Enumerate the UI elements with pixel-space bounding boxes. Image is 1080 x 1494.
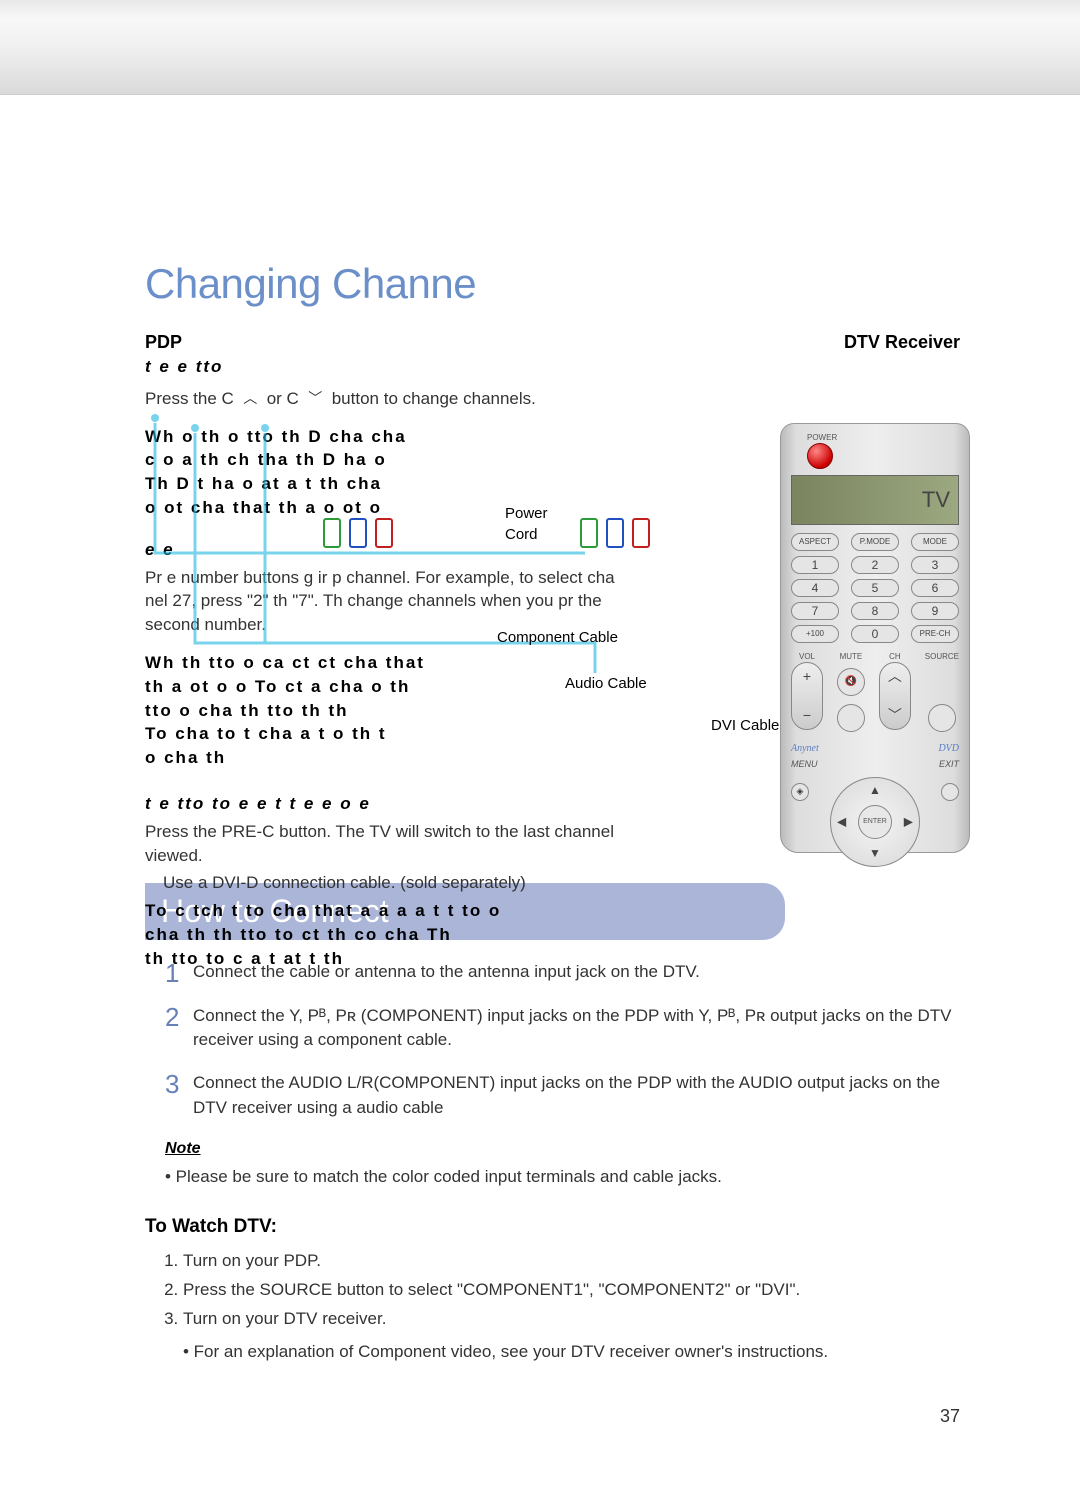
- overlay-area: Press the C ︿ or C ﹀ button to change ch…: [145, 383, 960, 883]
- vol-ch-row: VOL +− MUTE 🔇 CH ︿﹀ SOURCE: [791, 651, 959, 732]
- num-plus100[interactable]: +100: [791, 625, 839, 643]
- pre-ch-button[interactable]: PRE-CH: [911, 625, 959, 643]
- aspect-button[interactable]: ASPECT: [791, 533, 839, 551]
- dvd-label: DVD: [938, 742, 959, 756]
- dtv-receiver-label: DTV Receiver: [844, 330, 960, 379]
- step-text-3: Connect the AUDIO L/R(COMPONENT) input j…: [193, 1071, 960, 1120]
- label-dvi-cable: DVI Cable: [711, 715, 779, 736]
- step-num-3: 3: [165, 1071, 193, 1120]
- pdp-label: PDP: [145, 332, 182, 352]
- watch-step-1: Turn on your PDP.: [183, 1249, 960, 1273]
- jack-red-2: [632, 518, 650, 548]
- ch-label: CH: [879, 651, 911, 662]
- watch-step-2: Press the SOURCE button to select "COMPO…: [183, 1278, 960, 1302]
- page-number: 37: [145, 1404, 960, 1429]
- volume-rocker[interactable]: +−: [791, 662, 823, 730]
- watch-note: • For an explanation of Component video,…: [183, 1340, 960, 1364]
- anynet-row: Anynet DVD: [791, 742, 959, 756]
- num-2[interactable]: 2: [851, 556, 899, 574]
- note-heading: Note: [165, 1138, 960, 1160]
- label-power-cord: Power Cord: [505, 503, 548, 545]
- step-text-2: Connect the Y, Pᴮ, Pʀ (COMPONENT) input …: [193, 1004, 960, 1053]
- pdp-dtv-row: PDP t e e tto DTV Receiver: [145, 330, 960, 379]
- note-bullet: • Please be sure to match the color code…: [165, 1165, 960, 1189]
- para-3b: Use a DVI-D connection cable. (sold sepa…: [163, 871, 620, 895]
- num-6[interactable]: 6: [911, 579, 959, 597]
- menu-label: MENU: [791, 758, 818, 771]
- page-title: Changing Channe: [145, 255, 960, 314]
- power-label: POWER: [807, 432, 959, 443]
- vol-label: VOL: [791, 651, 823, 662]
- watch-step-3: Turn on your DTV receiver.: [183, 1307, 960, 1331]
- connect-steps: 1 Connect the cable or antenna to the an…: [165, 960, 960, 1121]
- label-component-cable: Component Cable: [497, 627, 618, 648]
- jack-blue-2: [606, 518, 624, 548]
- exit-button[interactable]: [941, 783, 959, 801]
- num-3[interactable]: 3: [911, 556, 959, 574]
- source-button[interactable]: [928, 704, 956, 732]
- remote-body: POWER TV ASPECT P.MODE MODE 123 456 789 …: [780, 423, 970, 853]
- jack-green-2: [580, 518, 598, 548]
- num-4[interactable]: 4: [791, 579, 839, 597]
- menu-button[interactable]: ◈: [791, 783, 809, 801]
- label-audio-cable: Audio Cable: [565, 673, 647, 694]
- anynet-label: Anynet: [791, 742, 819, 756]
- mode-row: ASPECT P.MODE MODE: [791, 533, 959, 551]
- remote-screen: TV: [791, 475, 959, 525]
- source-button-alt[interactable]: [837, 704, 865, 732]
- exit-label: EXIT: [939, 758, 959, 771]
- to-watch-list: Turn on your PDP. Press the SOURCE butto…: [183, 1249, 960, 1330]
- enter-button[interactable]: ENTER: [858, 805, 892, 839]
- step-num-2: 2: [165, 1004, 193, 1053]
- remote-control: POWER TV ASPECT P.MODE MODE 123 456 789 …: [780, 423, 970, 853]
- dpad-ring[interactable]: ▲ ▼ ◀ ▶ ENTER: [830, 777, 920, 867]
- mute-label: MUTE: [840, 651, 863, 662]
- num-7[interactable]: 7: [791, 602, 839, 620]
- sub-italic-1: t e e tto: [145, 357, 223, 376]
- top-metallic-bar: [0, 0, 1080, 95]
- to-watch-heading: To Watch DTV:: [145, 1214, 960, 1241]
- num-8[interactable]: 8: [851, 602, 899, 620]
- power-button[interactable]: [807, 443, 833, 469]
- diagram-lines: [125, 383, 645, 843]
- num-0[interactable]: 0: [851, 625, 899, 643]
- jack-red-1: [375, 518, 393, 548]
- jack-green-1: [323, 518, 341, 548]
- channel-rocker[interactable]: ︿﹀: [879, 662, 911, 730]
- source-label: SOURCE: [925, 651, 959, 662]
- num-5[interactable]: 5: [851, 579, 899, 597]
- pmode-button[interactable]: P.MODE: [851, 533, 899, 551]
- page-content: Changing Channe PDP t e e tto DTV Receiv…: [0, 95, 1080, 1469]
- bold-block-3: To c tch t to cha that a a a a t t to o …: [145, 899, 620, 970]
- dpad: ◈ ▲ ▼ ◀ ▶ ENTER: [791, 777, 959, 867]
- mute-button[interactable]: 🔇: [837, 668, 865, 696]
- mode-button[interactable]: MODE: [911, 533, 959, 551]
- num-1[interactable]: 1: [791, 556, 839, 574]
- num-9[interactable]: 9: [911, 602, 959, 620]
- jack-blue-1: [349, 518, 367, 548]
